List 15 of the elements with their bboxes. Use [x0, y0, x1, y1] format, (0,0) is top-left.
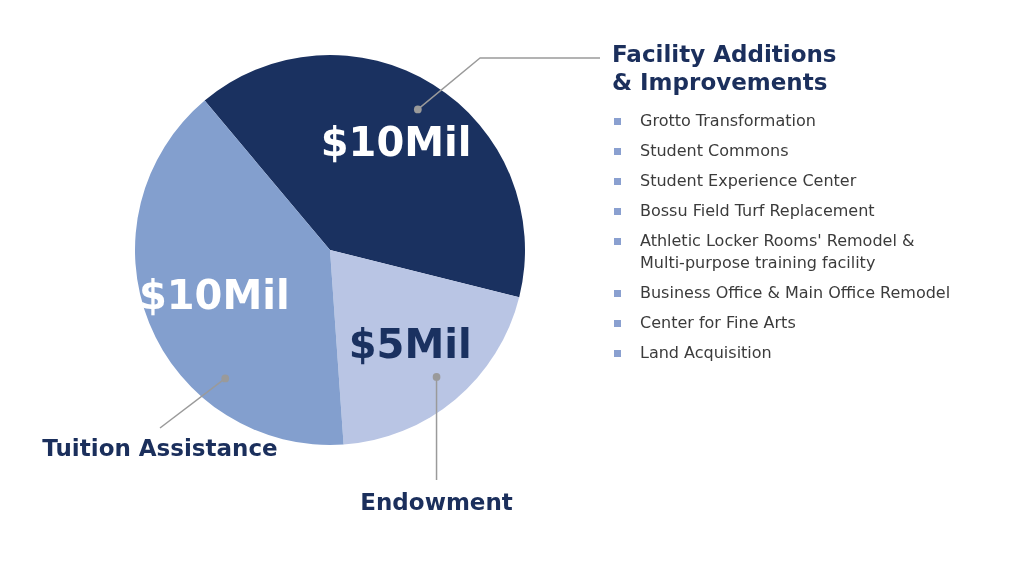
data-label: $5Mil — [348, 320, 472, 367]
text: Bossu Field Turf Replacement — [612, 200, 958, 222]
text: Center for Fine Arts — [612, 312, 958, 334]
text: Student Commons — [612, 140, 958, 162]
slice-label: Facility Additions & Improvements — [612, 41, 837, 95]
pie-slice — [330, 250, 520, 445]
text: Land Acquisition — [612, 342, 958, 364]
slice-label: Tuition Assistance — [42, 435, 278, 461]
text: Athletic Locker Rooms' Remodel & Multi-purpose training facility — [612, 230, 958, 274]
slice-label: Endowment — [360, 489, 513, 515]
text: Grotto Transformation — [612, 110, 958, 132]
data-label: $10Mil — [138, 271, 290, 318]
text: Business Office & Main Office Remodel — [612, 282, 958, 304]
text: Student Experience Center — [612, 170, 958, 192]
data-label: $10Mil — [320, 119, 472, 166]
